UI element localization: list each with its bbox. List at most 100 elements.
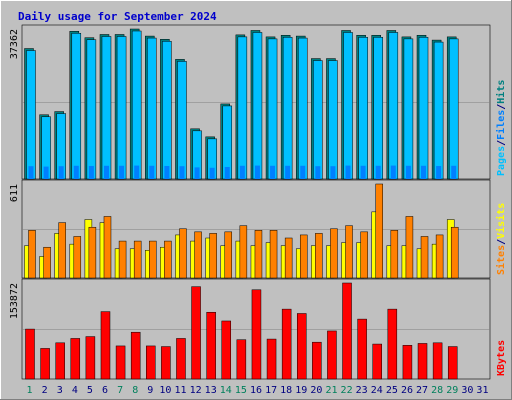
day-label: 5 — [87, 385, 93, 396]
visits-bar — [179, 228, 187, 279]
day-label: 17 — [265, 385, 277, 396]
kbytes-bar — [191, 286, 201, 380]
kbytes-bar — [266, 338, 277, 380]
files-bar — [252, 32, 263, 180]
day-label: 12 — [190, 385, 202, 396]
x-axis-day-labels: 1 2 3 4 5 6 7 8 9 10 11 12 13 14 15 16 17 18 19 20 21 22 23 24 2… — [27, 385, 489, 396]
visits-bar — [118, 240, 127, 279]
visits-bar — [269, 230, 278, 279]
visits-bar — [299, 234, 308, 279]
kbytes-bar — [146, 345, 156, 380]
files-bar — [343, 32, 353, 180]
kbytes-bar — [312, 341, 322, 380]
files-bar — [403, 38, 414, 180]
visits-bar — [330, 228, 338, 279]
day-label: 31 — [476, 385, 488, 396]
pages-bar — [224, 166, 230, 179]
pages-bar — [254, 165, 260, 179]
files-bar — [267, 38, 278, 180]
pages-bar — [58, 166, 64, 179]
day-label: 10 — [159, 385, 171, 396]
files-bar — [101, 36, 112, 180]
day-label: 3 — [57, 385, 63, 396]
legend-entry: / — [496, 239, 507, 245]
visits-bar — [420, 236, 429, 279]
files-bar — [313, 60, 323, 180]
files-bar — [71, 33, 82, 180]
day-label: 11 — [174, 385, 186, 396]
pages-bar — [436, 165, 442, 179]
chart-panels: 37362Pages/Files/Hits611Sites/Visits1538… — [9, 24, 507, 380]
kbytes-bar — [85, 336, 96, 380]
kbytes-bar — [432, 342, 443, 380]
legend-entry: / — [496, 140, 507, 146]
pages-bar — [149, 165, 155, 179]
requests-legend: Pages/Files/Hits — [495, 80, 507, 176]
pages-bar — [209, 167, 215, 179]
legend-entry: Pages — [496, 146, 507, 176]
kbytes-bar — [387, 308, 398, 380]
pages-bar — [164, 165, 170, 179]
day-label: 15 — [235, 385, 247, 396]
visits-bar — [224, 231, 233, 279]
requests-panel: 37362 Pages/Files/Hits — [9, 24, 507, 180]
day-label: 19 — [295, 385, 307, 396]
pages-bar — [360, 165, 366, 179]
legend-entry: Sites — [495, 245, 507, 275]
day-label: 14 — [220, 385, 232, 396]
files-bar — [116, 36, 127, 180]
pages-bar — [451, 165, 457, 179]
kbytes-bar — [25, 328, 35, 380]
visits-bar — [164, 240, 172, 279]
day-label: 22 — [341, 385, 353, 396]
pages-bar — [270, 165, 276, 179]
files-bar — [282, 37, 293, 180]
pages-bar — [134, 165, 140, 179]
pages-bar — [73, 165, 79, 179]
visits-bar — [405, 216, 414, 279]
files-bar — [237, 36, 248, 180]
day-label: 20 — [310, 385, 322, 396]
kbytes-bar — [447, 346, 458, 380]
visits-bar — [390, 230, 399, 279]
kbytes-bar — [281, 308, 292, 380]
day-label: 27 — [416, 385, 428, 396]
requests-ymax-label: 37362 — [9, 29, 20, 59]
kbytes-panel: 153872 KBytes — [9, 278, 507, 380]
files-bar — [162, 41, 172, 180]
pages-bar — [421, 165, 427, 179]
pages-bar — [194, 167, 200, 179]
visits-bar — [435, 234, 444, 279]
day-label: 28 — [431, 385, 443, 396]
files-bar — [418, 37, 429, 180]
visits-bar — [345, 225, 353, 279]
kbytes-bar — [40, 348, 50, 380]
kbytes-bar — [115, 345, 126, 380]
legend-entry: Visits — [495, 203, 507, 239]
kbytes-ymax-label: 153872 — [9, 283, 20, 319]
kbytes-bar — [176, 338, 186, 380]
pages-bar — [390, 165, 396, 179]
pages-bar — [405, 165, 411, 179]
kbytes-bar — [402, 345, 413, 380]
visits-bar — [254, 230, 263, 279]
visits-bar — [103, 216, 112, 279]
day-label: 21 — [325, 385, 337, 396]
files-bar — [328, 60, 338, 180]
visits-bar — [315, 233, 323, 279]
files-bar — [433, 41, 444, 180]
day-label: 4 — [72, 385, 78, 396]
kbytes-bar — [161, 346, 171, 380]
pages-bar — [103, 165, 109, 179]
day-label: 8 — [132, 385, 138, 396]
legend-entry: Files — [495, 110, 507, 140]
files-bar — [131, 30, 142, 180]
day-label: 23 — [356, 385, 368, 396]
files-bar — [177, 61, 187, 180]
kbytes-bar — [236, 339, 247, 380]
visits-bar — [360, 231, 368, 279]
visits-bar — [209, 233, 217, 279]
chart-title: Daily usage for September 2024 — [18, 10, 217, 23]
pages-bar — [28, 166, 34, 179]
day-label: 2 — [42, 385, 48, 396]
